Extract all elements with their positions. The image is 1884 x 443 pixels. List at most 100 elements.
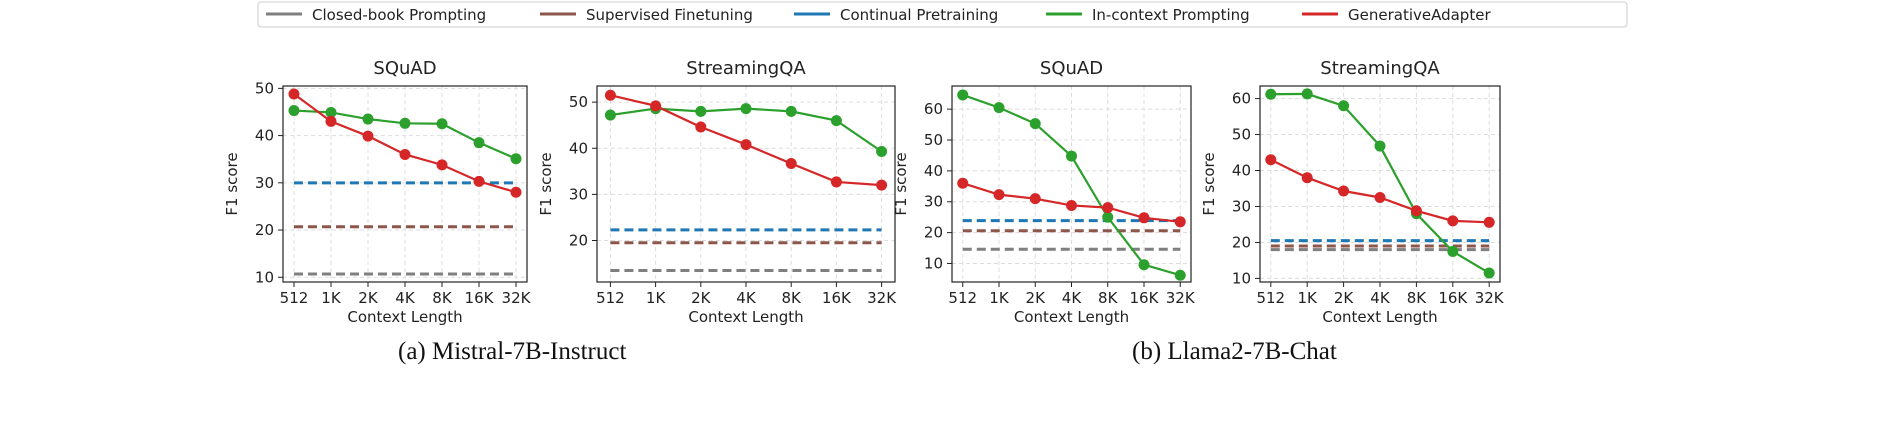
x-axis-label: Context Length: [688, 308, 803, 326]
data-point: [785, 105, 797, 117]
data-point: [650, 100, 662, 112]
data-point: [288, 88, 300, 100]
data-point: [740, 103, 752, 115]
data-point: [740, 139, 752, 151]
data-point: [325, 106, 337, 118]
caption-a: (a) Mistral-7B-Instruct: [398, 338, 627, 365]
data-point: [993, 102, 1005, 114]
charts: Closed-book Prompting Supervised Finetuni…: [223, 1, 1628, 326]
data-point: [830, 115, 842, 127]
x-axis-label: Context Length: [1322, 308, 1437, 326]
series-generativeadapter: [604, 89, 888, 191]
y-axis-label: F1 score: [223, 152, 241, 215]
y-tick-label: 40: [569, 139, 588, 157]
x-tick-label: 32K: [1475, 289, 1505, 307]
legend-entry: In-context Prompting: [1046, 6, 1250, 24]
y-axis-label: F1 score: [1200, 152, 1218, 215]
data-point: [604, 89, 616, 101]
y-tick-label: 30: [569, 185, 588, 203]
x-tick-label: 1K: [646, 289, 667, 307]
x-axis-label: Context Length: [1014, 308, 1129, 326]
data-point: [993, 189, 1005, 201]
data-point: [325, 115, 337, 127]
x-tick-label: 8K: [432, 289, 453, 307]
data-point: [1029, 193, 1041, 205]
data-point: [1066, 199, 1077, 211]
data-point: [1374, 191, 1386, 203]
subplot-1: 512 1K 2K 4K 8K 16K 32K 10 20 30 40 50 SQuAD Context …: [223, 58, 532, 326]
data-point: [695, 121, 707, 133]
x-tick-label: 4K: [1062, 289, 1083, 307]
x-tick-label: 512: [596, 289, 625, 307]
y-tick-label: 20: [569, 231, 588, 249]
data-point: [1338, 100, 1350, 112]
legend: Closed-book Prompting Supervised Finetuni…: [257, 1, 1628, 28]
series-in-context-prompting: [1265, 88, 1495, 279]
legend-label: Closed-book Prompting: [312, 6, 486, 24]
data-point: [1174, 269, 1186, 281]
legend-label: In-context Prompting: [1092, 6, 1250, 24]
x-tick-label: 32K: [502, 289, 532, 307]
y-tick-label: 50: [924, 131, 943, 149]
data-point: [510, 186, 522, 198]
data-point: [1483, 216, 1495, 228]
x-tick-label: 2K: [1334, 289, 1355, 307]
data-point: [1410, 205, 1422, 217]
y-tick-label: 30: [924, 193, 943, 211]
x-tick-label: 4K: [736, 289, 757, 307]
series-in-context-prompting: [288, 105, 522, 165]
data-point: [288, 105, 300, 117]
data-point: [1338, 185, 1350, 197]
legend-entry: Closed-book Prompting: [266, 6, 486, 24]
legend-label: GenerativeAdapter: [1348, 6, 1491, 24]
data-point: [1102, 211, 1114, 223]
subplot-2: 512 1K 2K 4K 8K 16K 32K 20 30 40 50 StreamingQA Cont…: [537, 58, 897, 326]
data-point: [436, 159, 448, 171]
caption-b: (b) Llama2-7B-Chat: [1132, 338, 1337, 365]
data-point: [1374, 140, 1386, 152]
x-tick-label: 16K: [1130, 289, 1160, 307]
legend-entry: GenerativeAdapter: [1302, 6, 1491, 24]
data-point: [876, 179, 888, 191]
data-point: [362, 130, 374, 142]
y-tick-label: 40: [1232, 162, 1251, 180]
legend-label: Continual Pretraining: [840, 6, 998, 24]
y-tick-label: 30: [1232, 197, 1251, 215]
data-point: [957, 89, 969, 101]
y-tick-label: 10: [255, 268, 274, 286]
subplot-title: SQuAD: [1040, 58, 1103, 79]
x-tick-label: 2K: [1026, 289, 1047, 307]
x-tick-label: 4K: [395, 289, 416, 307]
x-tick-label: 512: [280, 289, 309, 307]
x-tick-label: 16K: [465, 289, 495, 307]
subplot-title: StreamingQA: [686, 58, 806, 79]
y-tick-label: 20: [924, 224, 943, 242]
data-point: [1265, 88, 1277, 100]
x-tick-label: 16K: [822, 289, 852, 307]
x-axis-label: Context Length: [347, 308, 462, 326]
x-tick-label: 512: [948, 289, 977, 307]
series-generativeadapter: [957, 177, 1186, 228]
subplot-title: StreamingQA: [1320, 58, 1440, 79]
data-point: [1138, 212, 1150, 224]
data-point: [399, 148, 411, 160]
data-point: [830, 176, 842, 188]
data-point: [1029, 118, 1041, 130]
x-tick-label: 8K: [782, 289, 803, 307]
y-tick-label: 40: [255, 127, 274, 145]
y-axis-label: F1 score: [892, 152, 910, 215]
axes-frame: [951, 85, 1192, 283]
legend-label: Supervised Finetuning: [586, 6, 753, 24]
data-point: [604, 109, 616, 121]
y-tick-label: 50: [1232, 126, 1251, 144]
y-tick-label: 20: [1232, 233, 1251, 251]
subplot-title: SQuAD: [373, 58, 436, 79]
x-tick-label: 1K: [989, 289, 1010, 307]
data-point: [1483, 267, 1495, 279]
x-tick-label: 8K: [1098, 289, 1119, 307]
legend-entry: Continual Pretraining: [794, 6, 998, 24]
data-point: [1066, 150, 1077, 162]
data-point: [1138, 259, 1150, 271]
x-tick-label: 8K: [1407, 289, 1428, 307]
